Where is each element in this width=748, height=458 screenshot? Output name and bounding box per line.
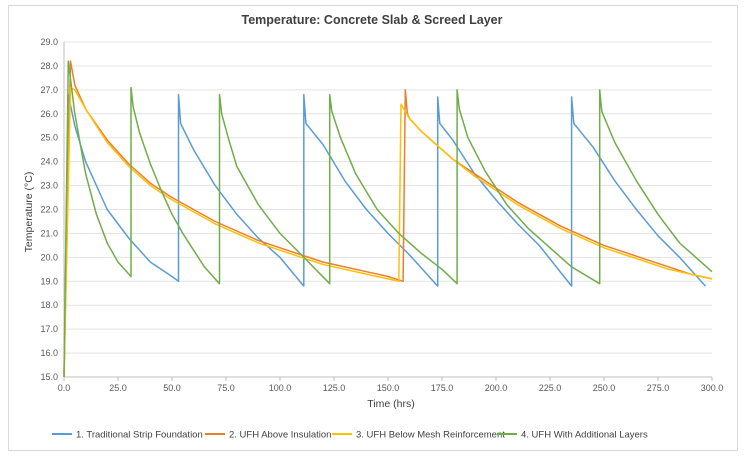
x-tick-label: 75.0 bbox=[217, 383, 235, 393]
y-tick-label: 20.0 bbox=[40, 252, 58, 262]
legend-label: 4. UFH With Additional Layers bbox=[521, 430, 648, 441]
y-tick-label: 16.0 bbox=[40, 348, 58, 358]
y-tick-label: 18.0 bbox=[40, 300, 58, 310]
legend-label: 3. UFH Below Mesh Reinforcement bbox=[356, 430, 505, 441]
y-tick-label: 26.0 bbox=[40, 109, 58, 119]
y-tick-label: 22.0 bbox=[40, 205, 58, 215]
y-tick-label: 17.0 bbox=[40, 324, 58, 334]
x-tick-label: 0.0 bbox=[58, 383, 71, 393]
series-line-1 bbox=[63, 93, 707, 378]
series-lines bbox=[63, 60, 713, 378]
x-axis-ticks: 0.0 25.0 50.0 75.0 100.0 125.0 150.0 175.0 200.0… bbox=[58, 377, 724, 393]
y-tick-label: 15.0 bbox=[40, 372, 58, 382]
x-tick-label: 225.0 bbox=[539, 383, 562, 393]
series-line-4 bbox=[63, 60, 713, 378]
y-axis-ticks: 15.0 16.0 17.0 18.0 19.0 20.0 21.0 22.0 23.0 24.0… bbox=[40, 37, 58, 382]
x-tick-label: 300.0 bbox=[701, 383, 724, 393]
y-tick-label: 28.0 bbox=[40, 61, 58, 71]
y-tick-label: 19.0 bbox=[40, 276, 58, 286]
legend-label: 2. UFH Above Insulation bbox=[229, 430, 331, 441]
x-tick-label: 250.0 bbox=[593, 383, 616, 393]
x-tick-label: 50.0 bbox=[163, 383, 181, 393]
x-axis-label: Time (hrs) bbox=[367, 398, 414, 410]
y-tick-label: 21.0 bbox=[40, 228, 58, 238]
x-tick-label: 100.0 bbox=[269, 383, 292, 393]
y-tick-label: 24.0 bbox=[40, 157, 58, 167]
y-tick-label: 27.0 bbox=[40, 85, 58, 95]
series-line-3 bbox=[63, 86, 713, 378]
chart-title: Temperature: Concrete Slab & Screed Laye… bbox=[242, 13, 503, 27]
y-tick-label: 29.0 bbox=[40, 37, 58, 47]
y-axis-label: Temperature (°C) bbox=[23, 172, 35, 253]
x-tick-label: 275.0 bbox=[647, 383, 670, 393]
series-line-2 bbox=[63, 60, 713, 378]
legend-label: 1. Traditional Strip Foundation bbox=[76, 430, 203, 441]
gridlines bbox=[63, 41, 712, 378]
y-tick-label: 23.0 bbox=[40, 181, 58, 191]
x-tick-label: 150.0 bbox=[377, 383, 400, 393]
x-tick-label: 25.0 bbox=[109, 383, 127, 393]
x-tick-label: 125.0 bbox=[323, 383, 346, 393]
x-tick-label: 200.0 bbox=[485, 383, 508, 393]
y-tick-label: 25.0 bbox=[40, 133, 58, 143]
legend: 1. Traditional Strip Foundation 2. UFH Ab… bbox=[52, 430, 648, 441]
x-tick-label: 175.0 bbox=[431, 383, 454, 393]
